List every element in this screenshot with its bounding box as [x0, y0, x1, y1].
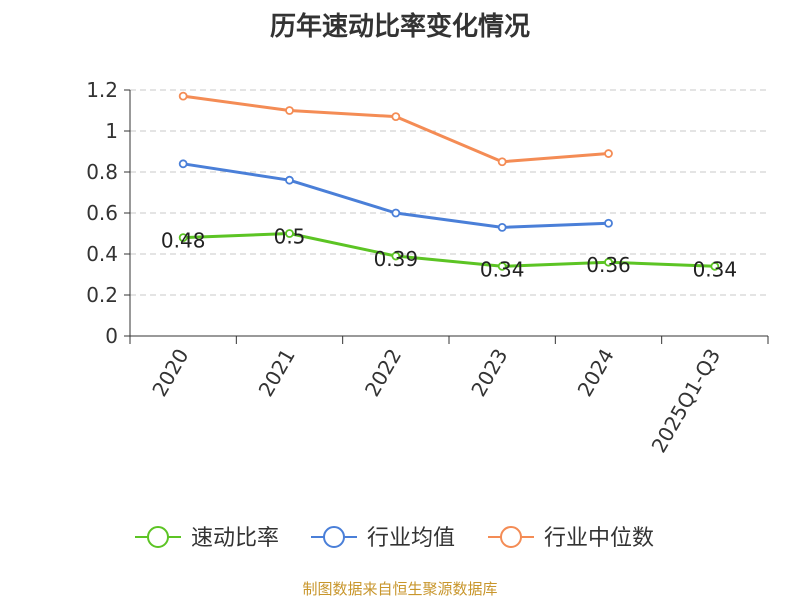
legend: 速动比率 行业均值 行业中位数 — [135, 526, 654, 551]
y-tick-label: 0.2 — [86, 283, 118, 307]
data-point — [391, 251, 401, 261]
y-tick-label: 0.8 — [86, 160, 118, 184]
data-labels: 0.48 0.5 0.39 0.34 0.36 0.34 — [161, 225, 737, 282]
data-point — [178, 233, 188, 243]
data-point — [285, 175, 294, 185]
data-point — [391, 112, 401, 122]
x-tick-label: 2022 — [360, 345, 406, 401]
legend-item[interactable]: 行业中位数 — [488, 526, 654, 551]
data-point — [285, 229, 294, 238]
data-point — [497, 222, 507, 232]
series-line — [182, 94, 609, 164]
series-line — [183, 232, 715, 268]
x-tick-label: 2025Q1-Q3 — [646, 345, 725, 457]
data-label: 0.39 — [374, 247, 419, 271]
data-label: 0.34 — [480, 257, 525, 281]
source-note: 制图数据来自恒生聚源数据库 — [302, 580, 498, 598]
data-point — [604, 257, 613, 267]
data-point — [178, 91, 188, 101]
axes: 0 0.2 0.4 0.6 0.8 1 1.2 2020 2021 2022 2023 2024 202… — [86, 78, 769, 457]
legend-marker — [147, 526, 169, 548]
data-point — [497, 261, 507, 271]
data-point — [497, 157, 507, 167]
x-tick-label: 2023 — [466, 344, 512, 400]
y-tick-label: 0 — [105, 324, 118, 348]
data-point — [604, 218, 613, 228]
legend-item[interactable]: 速动比率 — [135, 526, 279, 551]
legend-label: 速动比率 — [191, 526, 279, 551]
data-label: 0.5 — [274, 225, 306, 249]
series-line — [182, 162, 609, 229]
data-point — [285, 106, 294, 115]
legend-label: 行业均值 — [367, 526, 455, 551]
data-label: 0.34 — [693, 257, 738, 281]
legend-item[interactable]: 行业均值 — [311, 526, 455, 551]
x-tick-label: 2024 — [573, 345, 619, 401]
y-tick-label: 0.4 — [86, 242, 118, 266]
data-point — [391, 208, 401, 218]
data-point — [710, 261, 720, 271]
data-point — [604, 149, 613, 158]
x-tick-label: 2020 — [147, 345, 193, 401]
legend-label: 行业中位数 — [544, 526, 654, 551]
y-tick-label: 0.6 — [86, 201, 118, 225]
legend-marker — [323, 526, 345, 548]
data-point — [178, 159, 188, 169]
gridlines — [130, 89, 768, 296]
y-tick-label: 1 — [105, 119, 118, 143]
series-lines — [178, 91, 720, 271]
x-tick-label: 2021 — [254, 345, 300, 401]
chart-title: 历年速动比率变化情况 — [269, 12, 530, 42]
legend-marker — [500, 526, 522, 548]
data-label: 0.36 — [586, 253, 631, 277]
data-label: 0.48 — [161, 229, 206, 253]
y-tick-label: 1.2 — [86, 78, 118, 102]
